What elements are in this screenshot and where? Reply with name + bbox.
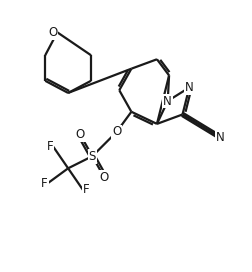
Text: O: O xyxy=(112,125,121,138)
Text: O: O xyxy=(100,171,109,184)
Text: N: N xyxy=(216,131,225,144)
Text: F: F xyxy=(83,183,89,196)
Text: F: F xyxy=(41,177,48,190)
Text: N: N xyxy=(163,94,172,107)
Text: N: N xyxy=(185,81,194,94)
Text: S: S xyxy=(89,150,96,163)
Text: O: O xyxy=(76,128,85,141)
Text: O: O xyxy=(48,26,57,39)
Text: F: F xyxy=(47,140,53,153)
